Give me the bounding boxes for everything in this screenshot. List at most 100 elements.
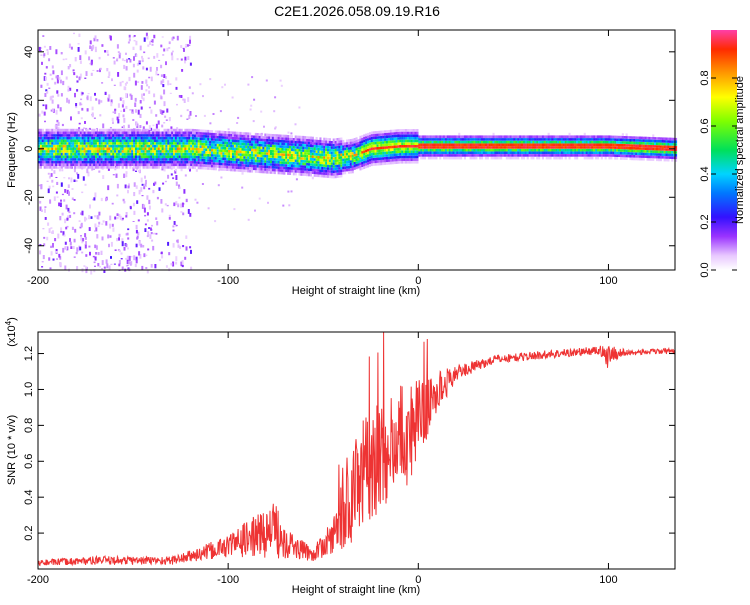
spectrogram-cell [81,131,84,135]
spectrogram-cell [399,158,402,161]
spectrogram-cell [209,78,212,81]
spectrogram-cell [496,154,499,157]
spectrogram-cell [363,153,366,156]
spectrogram-cell [279,139,282,143]
spectrogram-cell [463,146,466,149]
spectrogram-cell [117,144,120,148]
spectrogram-cell [159,136,162,140]
spectrogram-cell [230,158,233,161]
spectrogram-cell [258,154,261,158]
spectrogram-cell [292,151,295,154]
spectrogram-cell [64,189,67,193]
spectrogram-cell [418,148,421,152]
spectrogram-cell [336,140,339,144]
spectrogram-cell [482,138,485,141]
spectrogram-cell [517,140,520,144]
spectrogram-cell [505,135,508,138]
spectrogram-cell [323,167,326,170]
spectrogram-cell [557,151,560,154]
spectrogram-cell [49,158,52,161]
spectrogram-cell [199,134,202,138]
spectrogram-cell [193,150,196,153]
spectrogram-cell [247,135,250,138]
spectrogram-cell [55,177,58,178]
spectrogram-cell [623,146,626,150]
spectrogram-cell [77,155,80,159]
spectrogram-cell [393,129,396,133]
spectrogram-cell [39,131,42,135]
spectrogram-cell [146,150,149,153]
spectrogram-cell [147,57,150,60]
spectrogram-cell [46,236,49,241]
spectrogram-cell [190,166,193,169]
spectrogram-cell [298,151,301,155]
spectrogram-cell [321,169,324,173]
spectrogram-cell [55,158,58,163]
spectrogram-cell [40,54,43,56]
spectrogram-cell [175,201,178,206]
spectrogram-cell [173,202,176,207]
spectrogram-cell [251,76,254,79]
spectrogram-cell [101,223,104,225]
spectrogram-cell [498,143,501,146]
spectrogram-cell [549,148,552,152]
spectrogram-cell [406,153,409,156]
spectrogram-cell [405,153,408,156]
spectrogram-cell [182,163,185,167]
spectrogram-cell [435,156,438,160]
spectrogram-cell [243,166,246,170]
spectrogram-cell [127,155,130,159]
spectrogram-cell [488,154,491,157]
spectrogram-cell [277,169,280,172]
spectrogram-cell [51,65,54,69]
spectrogram-cell [62,139,65,143]
spectrogram-cell [118,249,121,253]
spectrogram-cell [51,136,54,140]
spectrogram-cell [300,159,303,163]
spectrogram-cell [89,155,92,159]
spectrogram-cell [282,204,285,207]
spectrogram-cell [116,183,119,189]
spectrogram-cell [189,246,192,249]
spectrogram-cell [237,169,240,172]
spectrogram-cell [302,167,305,171]
spectrogram-cell [73,179,76,182]
spectrogram-cell [492,140,495,144]
spectrogram-cell [203,137,206,141]
spectrogram-cell [536,148,539,152]
spectrogram-cell [279,147,282,151]
spectrogram-cell [136,62,139,66]
spectrogram-cell [408,145,411,148]
spectrogram-cell [72,136,75,140]
spectrogram-cell [114,216,117,220]
spectrogram-cell [38,139,41,143]
spectrogram-cell [450,154,453,157]
spectrogram-cell [173,155,176,159]
spectrogram-cell [273,147,276,151]
spectrogram-cell [439,135,442,138]
spectrogram-cell [500,143,503,146]
spectrogram-cell [79,155,82,159]
spectrogram-cell [408,153,411,156]
spectrogram-cell [306,165,309,169]
spectrogram-cell [149,41,151,45]
spectrogram-cell [418,138,421,141]
spectrogram-cell [125,174,128,178]
spectrogram-cell [182,166,185,169]
spectrogram-cell [60,160,63,164]
spectrogram-cell [175,256,178,261]
spectrogram-cell [214,162,217,165]
spectrogram-cell [574,138,577,141]
spectrogram-cell [433,140,436,144]
spectrogram-cell [64,144,67,148]
spectrogram-cell [94,215,97,218]
spectrogram-cell [420,135,423,138]
spectrogram-cell [201,183,204,185]
spectrogram-cell [151,43,154,46]
spectrogram-cell [43,147,46,151]
spectrogram-cell [165,265,168,268]
spectrogram-cell [323,140,326,143]
spectrogram-cell [133,160,136,164]
spectrogram-cell [534,151,537,154]
